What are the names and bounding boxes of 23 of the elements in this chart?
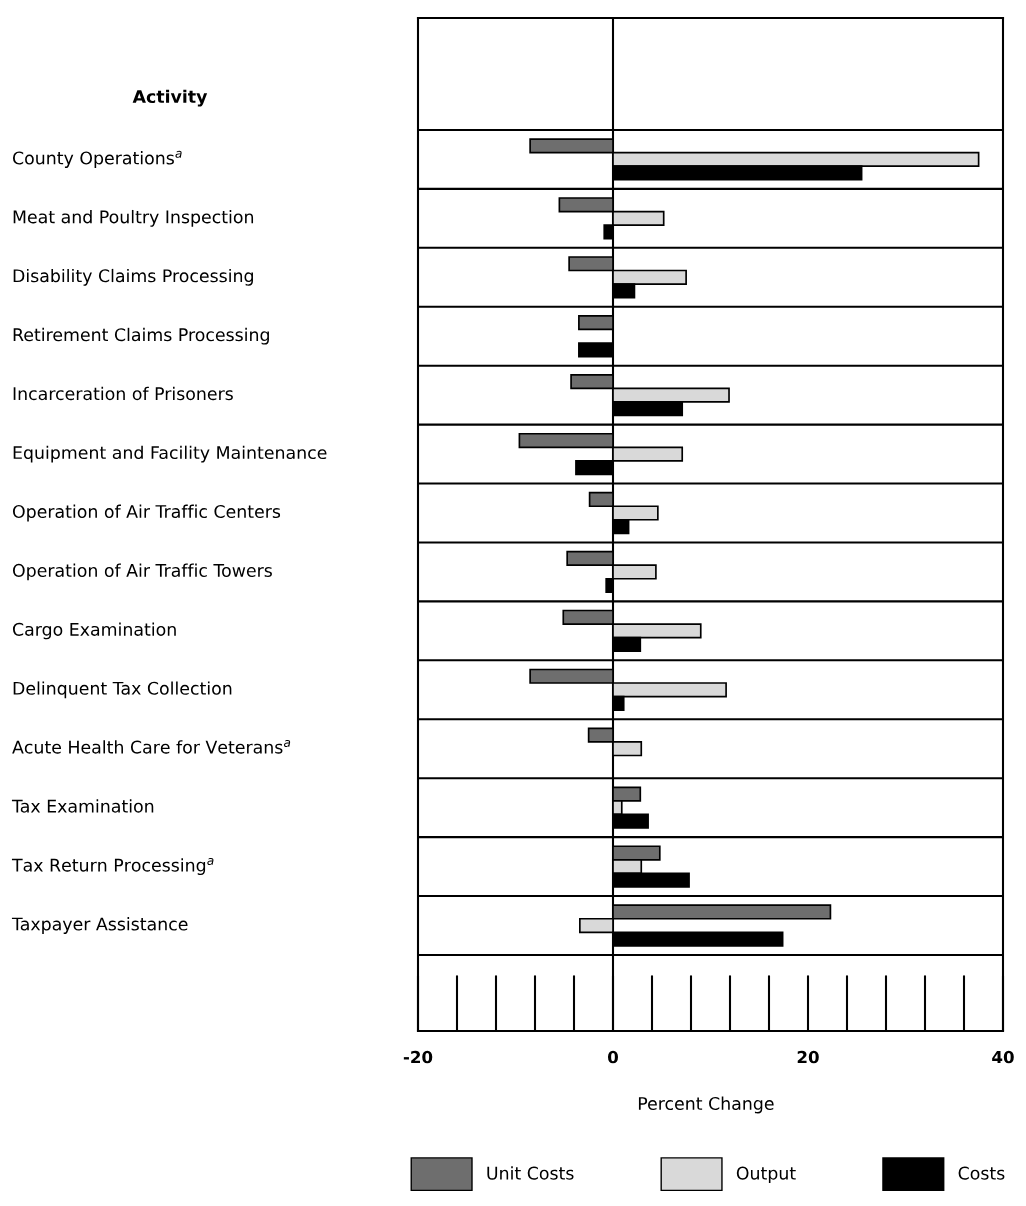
y-axis-title: Activity: [132, 89, 208, 107]
y-tick-label: Cargo Examination: [12, 622, 176, 640]
legend-label: Unit Costs: [487, 1166, 574, 1180]
y-tick-label: Meat and Poultry Inspection: [13, 209, 254, 227]
y-tick-label: Equipment and Facility Maintenance: [13, 445, 327, 463]
y-tick-label: Operation of Air Traffic Centers: [12, 504, 281, 522]
x-axis-title: Percent Change: [638, 1096, 774, 1114]
y-tick-label: Operation of Air Traffic Towers: [12, 563, 272, 581]
y-tick-label: Retirement Claims Processing: [13, 327, 269, 345]
x-tick-label: 0: [608, 1050, 618, 1064]
y-tick-label: Tax Examination: [11, 799, 154, 813]
x-tick-label: -20: [403, 1050, 433, 1064]
y-tick-label: Incarceration of Prisoners: [13, 386, 233, 401]
x-tick-label: 40: [992, 1050, 1014, 1064]
y-tick-label: Delinquent Tax Collection: [13, 681, 232, 699]
y-tick-label: Disability Claims Processing: [13, 268, 253, 286]
y-tick-label: County Operations$^{a}$: [12, 150, 182, 168]
legend-label: Costs: [958, 1166, 1005, 1180]
x-tick-label: 20: [797, 1050, 819, 1064]
legend-label: Output: [736, 1166, 796, 1184]
y-tick-label: Acute Health Care for Veterans$^{a}$: [12, 739, 291, 754]
y-tick-label: Tax Return Processing$^{a}$: [11, 857, 214, 876]
y-tick-label: Taxpayer Assistance: [11, 917, 188, 934]
